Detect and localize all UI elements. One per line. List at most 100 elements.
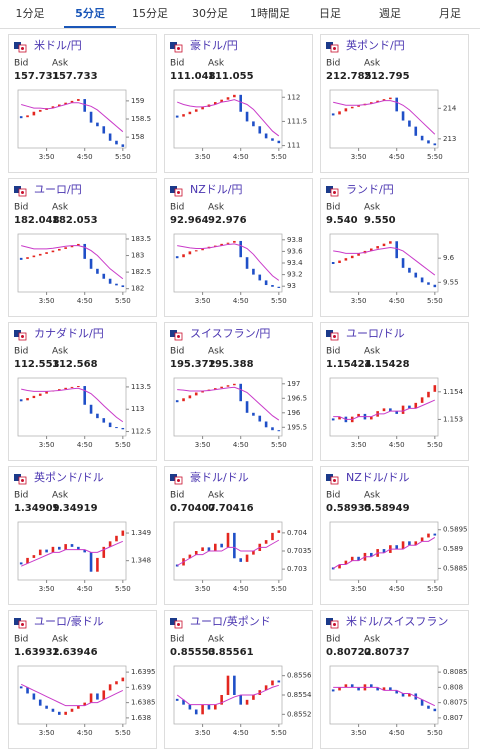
x-tick-label: 4:50 (389, 441, 405, 449)
candle (239, 240, 243, 258)
candle (369, 684, 373, 688)
plot-area (17, 233, 127, 293)
bid-label: Bid (14, 635, 28, 645)
moving-average (20, 540, 124, 567)
tab[interactable]: 15分足 (132, 7, 168, 20)
candle (350, 556, 354, 561)
pair-title[interactable]: ランド/円 (346, 183, 394, 196)
bid-label: Bid (14, 347, 28, 357)
candle (401, 693, 405, 697)
candle (271, 285, 274, 287)
candle (350, 106, 354, 109)
ask-label: Ask (208, 347, 225, 357)
pair-title[interactable]: ユーロ/豪ドル (34, 614, 104, 628)
candle (344, 258, 348, 261)
candle (45, 705, 48, 709)
y-tick-label: 1.348 (131, 557, 151, 565)
candle (344, 560, 348, 565)
candle (32, 555, 36, 558)
pair-title[interactable]: カナダドル/円 (34, 326, 104, 340)
candle (19, 257, 23, 260)
candle (57, 546, 61, 550)
candle (258, 274, 262, 281)
y-tick-label: 213 (443, 135, 456, 143)
pair-title[interactable]: NZドル/円 (190, 183, 242, 196)
ask-value: 0.85561 (208, 647, 254, 658)
bid-label: Bid (170, 491, 184, 501)
candle (226, 242, 230, 244)
pair-title[interactable]: 英ポンド/円 (346, 38, 405, 52)
y-tick-label: 1.6385 (131, 699, 156, 707)
y-tick-label: 93.2 (287, 271, 303, 279)
candle (239, 94, 243, 112)
y-tick-label: 93 (287, 282, 296, 290)
x-tick-label: 3:50 (351, 441, 367, 449)
candle (427, 282, 430, 285)
pair-title[interactable]: 米ドル/円 (34, 39, 82, 52)
y-tick-label: 0.5895 (443, 526, 468, 534)
candle (427, 533, 430, 538)
y-tick-label: 158.5 (131, 115, 151, 123)
plot-area (17, 665, 127, 725)
pair-title[interactable]: 英ポンド/ドル (34, 470, 104, 484)
flag (170, 618, 177, 625)
tab[interactable]: 月足 (439, 7, 461, 20)
candle (369, 248, 373, 251)
candle (64, 102, 67, 105)
y-tick-label: 0.8075 (443, 699, 468, 707)
pair-title[interactable]: 米ドル/スイスフラン (346, 615, 448, 628)
x-tick-label: 3:50 (195, 729, 211, 737)
ask-value: 0.58949 (364, 503, 410, 514)
flag (333, 47, 336, 50)
tab[interactable]: 5分足 (75, 6, 106, 20)
pair-title[interactable]: 豪ドル/ドル (190, 470, 249, 484)
tab[interactable]: 1分足 (16, 7, 45, 20)
candle (277, 680, 281, 683)
candle (245, 257, 249, 269)
candle (252, 268, 255, 275)
x-tick-label: 5:50 (427, 441, 443, 449)
flag (170, 330, 177, 337)
candle (83, 549, 87, 553)
tab[interactable]: 日足 (319, 7, 341, 20)
candle (102, 418, 106, 423)
candle (201, 248, 204, 251)
pair-title[interactable]: スイスフラン/円 (190, 327, 270, 340)
candle (175, 400, 179, 403)
pair-title[interactable]: 豪ドル/円 (190, 38, 238, 52)
tab[interactable]: 週足 (379, 7, 401, 20)
candle (83, 243, 87, 259)
bid-label: Bid (170, 59, 184, 69)
candle (271, 138, 274, 141)
y-tick-label: 197 (287, 380, 300, 388)
candle (121, 530, 125, 536)
y-tick-label: 0.808 (443, 683, 463, 691)
candle (19, 562, 23, 565)
candle (57, 104, 61, 107)
candle (389, 408, 392, 412)
candle (182, 398, 185, 402)
y-tick-label: 113.5 (131, 383, 151, 391)
candle (188, 554, 192, 559)
candle (64, 544, 67, 550)
pair-title[interactable]: ユーロ/英ポンド (190, 614, 271, 628)
moving-average (176, 99, 280, 137)
pair-title[interactable]: ユーロ/円 (34, 183, 82, 196)
bid-value: 0.70407 (170, 503, 216, 514)
pair-title[interactable]: ユーロ/ドル (346, 327, 405, 340)
y-tick-label: 0.704 (287, 529, 308, 537)
tab[interactable]: 1時間足 (250, 7, 290, 20)
flag (333, 623, 336, 626)
plot-area (329, 665, 439, 725)
x-tick-label: 3:50 (351, 153, 367, 161)
x-tick-label: 4:50 (77, 153, 93, 161)
flag (333, 191, 336, 194)
candle (108, 422, 112, 428)
tab[interactable]: 30分足 (192, 7, 228, 20)
bid-value: 9.540 (326, 215, 358, 226)
ask-label: Ask (52, 347, 69, 357)
candle (70, 386, 74, 388)
pair-title[interactable]: NZドル/ドル (346, 471, 409, 484)
x-tick-label: 4:50 (233, 585, 249, 593)
